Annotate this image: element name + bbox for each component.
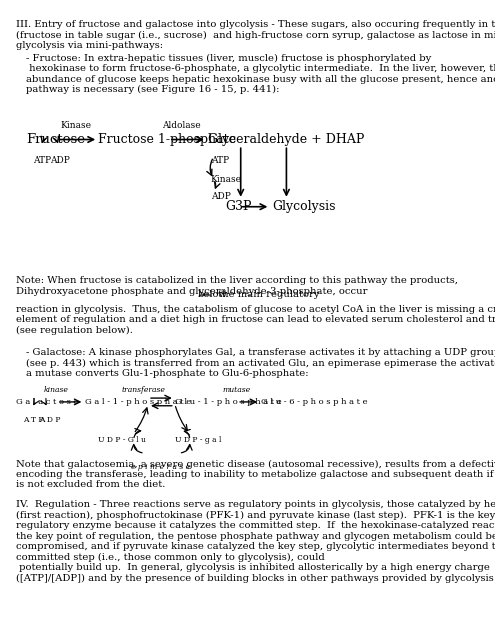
Text: below: below — [198, 290, 228, 299]
Text: the main regulatory: the main regulatory — [215, 290, 319, 299]
Text: Glyceraldehyde + DHAP: Glyceraldehyde + DHAP — [207, 133, 364, 146]
Text: Glycolysis: Glycolysis — [272, 200, 336, 213]
Text: ADP: ADP — [50, 156, 69, 165]
Text: G l u - 6 - p h o s p h a t e: G l u - 6 - p h o s p h a t e — [261, 398, 367, 406]
Text: G a l a c t o s e: G a l a c t o s e — [16, 398, 79, 406]
Text: - Galactose: A kinase phosphorylates Gal, a transferase activates it by attachin: - Galactose: A kinase phosphorylates Gal… — [26, 348, 495, 378]
Text: ATP: ATP — [33, 156, 51, 165]
Text: Note: When fructose is catabolized in the liver according to this pathway the pr: Note: When fructose is catabolized in th… — [16, 276, 458, 296]
Text: A D P: A D P — [39, 416, 60, 424]
Text: IV.  Regulation - Three reactions serve as regulatory points in glycolysis, thos: IV. Regulation - Three reactions serve a… — [16, 500, 495, 583]
Text: Kinase: Kinase — [211, 175, 242, 184]
Text: Kinase: Kinase — [60, 121, 91, 130]
Text: U D P - g a l: U D P - g a l — [175, 436, 221, 444]
Text: G a l - 1 - p h o s p h a t e: G a l - 1 - p h o s p h a t e — [85, 398, 192, 406]
Text: G3P: G3P — [225, 200, 252, 213]
Text: III. Entry of fructose and galactose into glycolysis - These sugars, also occuri: III. Entry of fructose and galactose int… — [16, 20, 495, 51]
Text: Fructose 1-phosphate: Fructose 1-phosphate — [98, 133, 236, 146]
Text: ADP: ADP — [211, 192, 231, 201]
Text: - Fructose: In extra-hepatic tissues (liver, muscle) fructose is phosphorylated : - Fructose: In extra-hepatic tissues (li… — [26, 54, 495, 94]
Text: ATP: ATP — [211, 156, 229, 165]
Text: Aldolase: Aldolase — [162, 121, 201, 130]
Text: G l u - 1 - p h o s p h a t e: G l u - 1 - p h o s p h a t e — [175, 398, 282, 406]
Text: Fructose: Fructose — [26, 133, 85, 146]
Text: e p i m e r a s e: e p i m e r a s e — [131, 463, 191, 471]
Text: mutase: mutase — [222, 385, 250, 394]
Text: kinase: kinase — [44, 385, 69, 394]
Text: Note that galactosemia, a severe genetic disease (autosomal recessive), results : Note that galactosemia, a severe genetic… — [16, 460, 495, 490]
Text: U D P - G l u: U D P - G l u — [99, 436, 146, 444]
Text: transferase: transferase — [121, 385, 165, 394]
Text: reaction in glycolysis.  Thus, the catabolism of glucose to acetyl CoA in the li: reaction in glycolysis. Thus, the catabo… — [16, 305, 495, 335]
Text: A T P: A T P — [24, 416, 44, 424]
